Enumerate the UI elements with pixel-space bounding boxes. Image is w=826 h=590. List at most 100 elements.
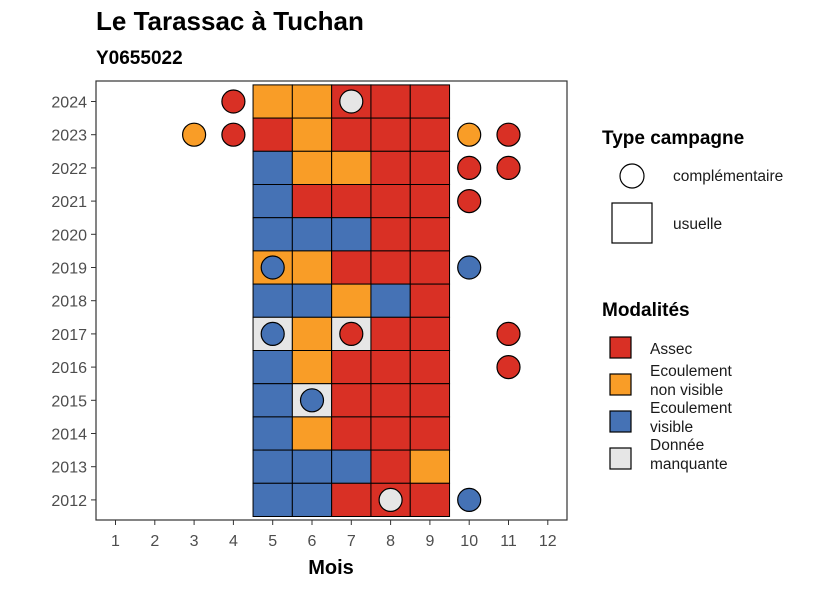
x-axis-title: Mois [308,557,354,579]
point-2023-m3 [182,122,207,147]
x-tick-label-12: 12 [539,533,557,550]
x-axis: 1 2 3 4 5 6 7 8 9 10 11 12 [111,520,557,550]
legend-label-ecoulement-non-visible-line2: non visible [650,382,723,399]
tile-2013-m8 [370,449,411,484]
point-2023-m4 [221,122,246,147]
tile-2014-m7 [331,416,372,451]
tile-2014-m8 [370,416,411,451]
legend-square-key [611,202,653,244]
legend-label-ecoulement-non-visible-line1: Ecoulement [650,363,733,380]
chart-title: Le Tarassac à Tuchan [96,6,364,36]
point-2017-m7 [339,321,364,346]
tile-2016-m8 [370,350,411,385]
tiles-layer [252,84,451,517]
x-tick-label-5: 5 [268,533,277,550]
legend-type-campagne-title: Type campagne [602,128,744,149]
x-tick-label-6: 6 [308,533,317,550]
legend-usuelle-label: usuelle [673,216,722,233]
y-tick-label-2018: 2018 [51,294,87,311]
legend-label-assec-line1: Assec [650,341,692,358]
tile-2015-m5 [252,383,293,418]
chart-subtitle: Y0655022 [96,48,183,69]
tile-2021-m5 [252,184,293,219]
tile-2014-m6 [291,416,333,451]
point-2017-m11 [496,321,521,346]
tile-2020-m9 [409,217,451,252]
y-tick-label-2023: 2023 [51,128,87,145]
tile-2023-m5 [252,117,293,152]
tile-2024-m9 [409,84,451,119]
point-2024-m7 [339,89,364,114]
tile-2015-m9 [409,383,451,418]
tile-2024-m6 [291,84,333,119]
y-tick-label-2016: 2016 [51,360,87,377]
tile-2018-m9 [409,283,451,318]
tile-2017-m8 [370,316,411,351]
y-tick-label-2024: 2024 [51,95,87,112]
y-tick-label-2012: 2012 [51,493,87,510]
tile-2015-m7 [331,383,372,418]
legend-label-donnee-manquante-line2: manquante [650,456,728,473]
x-tick-label-11: 11 [500,533,517,550]
y-axis: 2012 2013 2014 2015 2016 2017 2018 2019 2020 2021… [51,95,96,510]
tile-2020-m6 [291,217,333,252]
tile-2019-m8 [370,250,411,285]
y-tick-label-2013: 2013 [51,460,87,477]
tile-2017-m6 [291,316,333,351]
tile-2020-m7 [331,217,372,252]
x-tick-label-3: 3 [190,533,199,550]
x-tick-label-1: 1 [111,533,120,550]
legend-label-ecoulement-visible-line2: visible [650,419,693,436]
tile-2016-m9 [409,350,451,385]
point-2023-m10 [457,122,482,147]
tile-2021-m6 [291,184,333,219]
tile-2014-m9 [409,416,451,451]
point-2016-m11 [496,355,521,380]
legend-key-ecoulement-visible [609,410,632,433]
tile-2012-m9 [409,482,451,517]
legend-key-assec [609,336,632,359]
tile-2018-m7 [331,283,372,318]
tile-2022-m8 [370,150,411,186]
point-2024-m4 [221,89,246,114]
tile-2021-m8 [370,184,411,219]
point-2012-m8 [378,487,403,512]
tile-2012-m7 [331,482,372,517]
x-tick-label-9: 9 [425,533,434,550]
tile-2024-m8 [370,84,411,119]
tile-2018-m5 [252,283,293,318]
point-2012-m10 [457,487,482,512]
point-2022-m11 [496,155,521,180]
x-tick-label-4: 4 [229,533,238,550]
tile-2023-m6 [291,117,333,152]
x-tick-label-8: 8 [386,533,395,550]
legend-circle-key [619,163,645,189]
tile-2024-m5 [252,84,293,119]
tile-2021-m7 [331,184,372,219]
tile-2022-m9 [409,150,451,186]
point-2023-m11 [496,122,521,147]
tile-2013-m9 [409,449,451,484]
tile-2019-m9 [409,250,451,285]
tile-2016-m5 [252,350,293,385]
legend-complementaire-label: complémentaire [673,168,783,185]
x-tick-label-7: 7 [347,533,356,550]
tile-2023-m7 [331,117,372,152]
tile-2016-m6 [291,350,333,385]
legend-key-donnee-manquante [609,447,632,470]
tile-2017-m9 [409,316,451,351]
tile-2013-m7 [331,449,372,484]
tile-2019-m7 [331,250,372,285]
tile-2014-m5 [252,416,293,451]
x-tick-label-2: 2 [150,533,159,550]
tile-2020-m5 [252,217,293,252]
y-tick-label-2014: 2014 [51,427,87,444]
tile-2023-m9 [409,117,451,152]
legend-modalites-title: Modalités [602,300,690,321]
y-tick-label-2021: 2021 [51,194,87,211]
y-tick-label-2020: 2020 [51,227,87,244]
x-tick-label-10: 10 [460,533,478,550]
tile-2018-m6 [291,283,333,318]
